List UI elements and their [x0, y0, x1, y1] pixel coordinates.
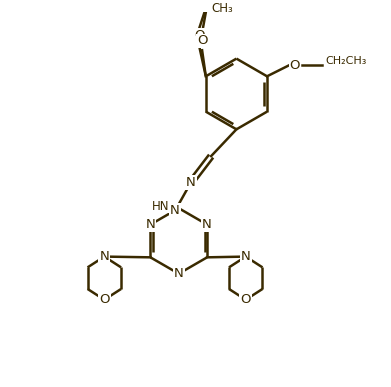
Text: N: N: [145, 218, 155, 231]
Text: N: N: [241, 250, 251, 263]
Text: HN: HN: [152, 200, 170, 213]
Text: N: N: [99, 250, 109, 263]
Text: O: O: [99, 293, 109, 306]
Text: O: O: [194, 29, 204, 42]
Text: O: O: [290, 59, 300, 72]
Text: O: O: [197, 34, 207, 48]
Text: CH₂CH₃: CH₂CH₃: [326, 56, 367, 66]
Text: O: O: [240, 293, 251, 306]
Text: N: N: [170, 204, 180, 217]
Text: N: N: [202, 218, 212, 231]
Text: N: N: [186, 176, 196, 189]
Text: CH₃: CH₃: [211, 2, 233, 15]
Text: N: N: [174, 267, 184, 280]
